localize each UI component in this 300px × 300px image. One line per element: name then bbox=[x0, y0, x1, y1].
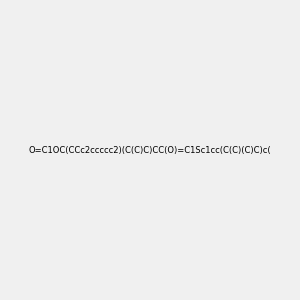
Text: O=C1OC(CCc2ccccc2)(C(C)C)CC(O)=C1Sc1cc(C(C)(C)C)c(: O=C1OC(CCc2ccccc2)(C(C)C)CC(O)=C1Sc1cc(C… bbox=[29, 146, 271, 154]
